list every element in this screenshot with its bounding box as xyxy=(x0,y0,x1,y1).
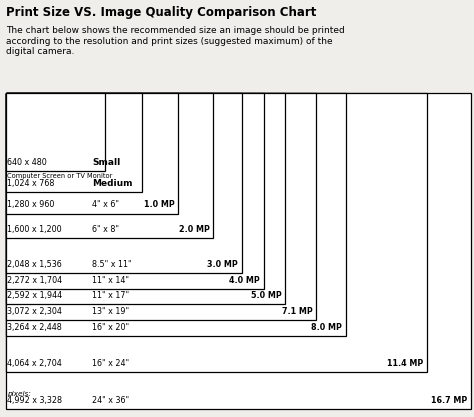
Text: pixels:: pixels: xyxy=(7,391,30,397)
Text: Print Size VS. Image Quality Comparison Chart: Print Size VS. Image Quality Comparison … xyxy=(6,6,316,19)
Bar xyxy=(6,93,316,320)
Text: 16.7 MP: 16.7 MP xyxy=(431,396,467,405)
Text: 4" x 6": 4" x 6" xyxy=(92,200,119,209)
Bar xyxy=(6,93,471,409)
Bar xyxy=(6,93,346,336)
Text: 4,992 x 3,328: 4,992 x 3,328 xyxy=(7,396,62,405)
Text: 6" x 8": 6" x 8" xyxy=(92,224,119,234)
Text: 11" x 17": 11" x 17" xyxy=(92,291,129,300)
Bar xyxy=(6,93,142,192)
Text: 1,280 x 960: 1,280 x 960 xyxy=(7,200,54,209)
Bar xyxy=(6,93,427,372)
Text: Computer Screen or TV Monitor: Computer Screen or TV Monitor xyxy=(7,173,112,179)
Text: 16" x 24": 16" x 24" xyxy=(92,359,129,368)
Text: 8.5" x 11": 8.5" x 11" xyxy=(92,259,132,269)
Text: 24" x 36": 24" x 36" xyxy=(92,396,129,405)
Text: Medium: Medium xyxy=(92,178,133,188)
Text: 11" x 14": 11" x 14" xyxy=(92,276,129,285)
Text: 13" x 19": 13" x 19" xyxy=(92,307,129,316)
Bar xyxy=(6,93,105,171)
Text: 16" x 20": 16" x 20" xyxy=(92,323,129,332)
Text: 2,272 x 1,704: 2,272 x 1,704 xyxy=(7,276,62,285)
Text: 2,048 x 1,536: 2,048 x 1,536 xyxy=(7,259,62,269)
Text: 7.1 MP: 7.1 MP xyxy=(282,307,312,316)
Text: 1,024 x 768: 1,024 x 768 xyxy=(7,178,54,188)
Text: 640 x 480: 640 x 480 xyxy=(7,158,46,167)
Text: 3,264 x 2,448: 3,264 x 2,448 xyxy=(7,323,62,332)
Text: 8.0 MP: 8.0 MP xyxy=(311,323,342,332)
Bar xyxy=(6,93,285,304)
Text: 4,064 x 2,704: 4,064 x 2,704 xyxy=(7,359,62,368)
Text: 5.0 MP: 5.0 MP xyxy=(251,291,282,300)
Text: 1,600 x 1,200: 1,600 x 1,200 xyxy=(7,224,61,234)
Text: Small: Small xyxy=(92,158,121,167)
Text: 3,072 x 2,304: 3,072 x 2,304 xyxy=(7,307,62,316)
Text: 2,592 x 1,944: 2,592 x 1,944 xyxy=(7,291,62,300)
Bar xyxy=(6,93,178,214)
Text: 4.0 MP: 4.0 MP xyxy=(229,276,260,285)
Bar xyxy=(6,93,264,289)
Bar xyxy=(6,93,242,273)
Text: The chart below shows the recommended size an image should be printed
according : The chart below shows the recommended si… xyxy=(6,26,345,56)
Text: 1.0 MP: 1.0 MP xyxy=(144,200,174,209)
Text: 2.0 MP: 2.0 MP xyxy=(179,224,210,234)
Bar xyxy=(6,93,213,238)
Text: 11.4 MP: 11.4 MP xyxy=(387,359,423,368)
Text: 3.0 MP: 3.0 MP xyxy=(207,259,238,269)
